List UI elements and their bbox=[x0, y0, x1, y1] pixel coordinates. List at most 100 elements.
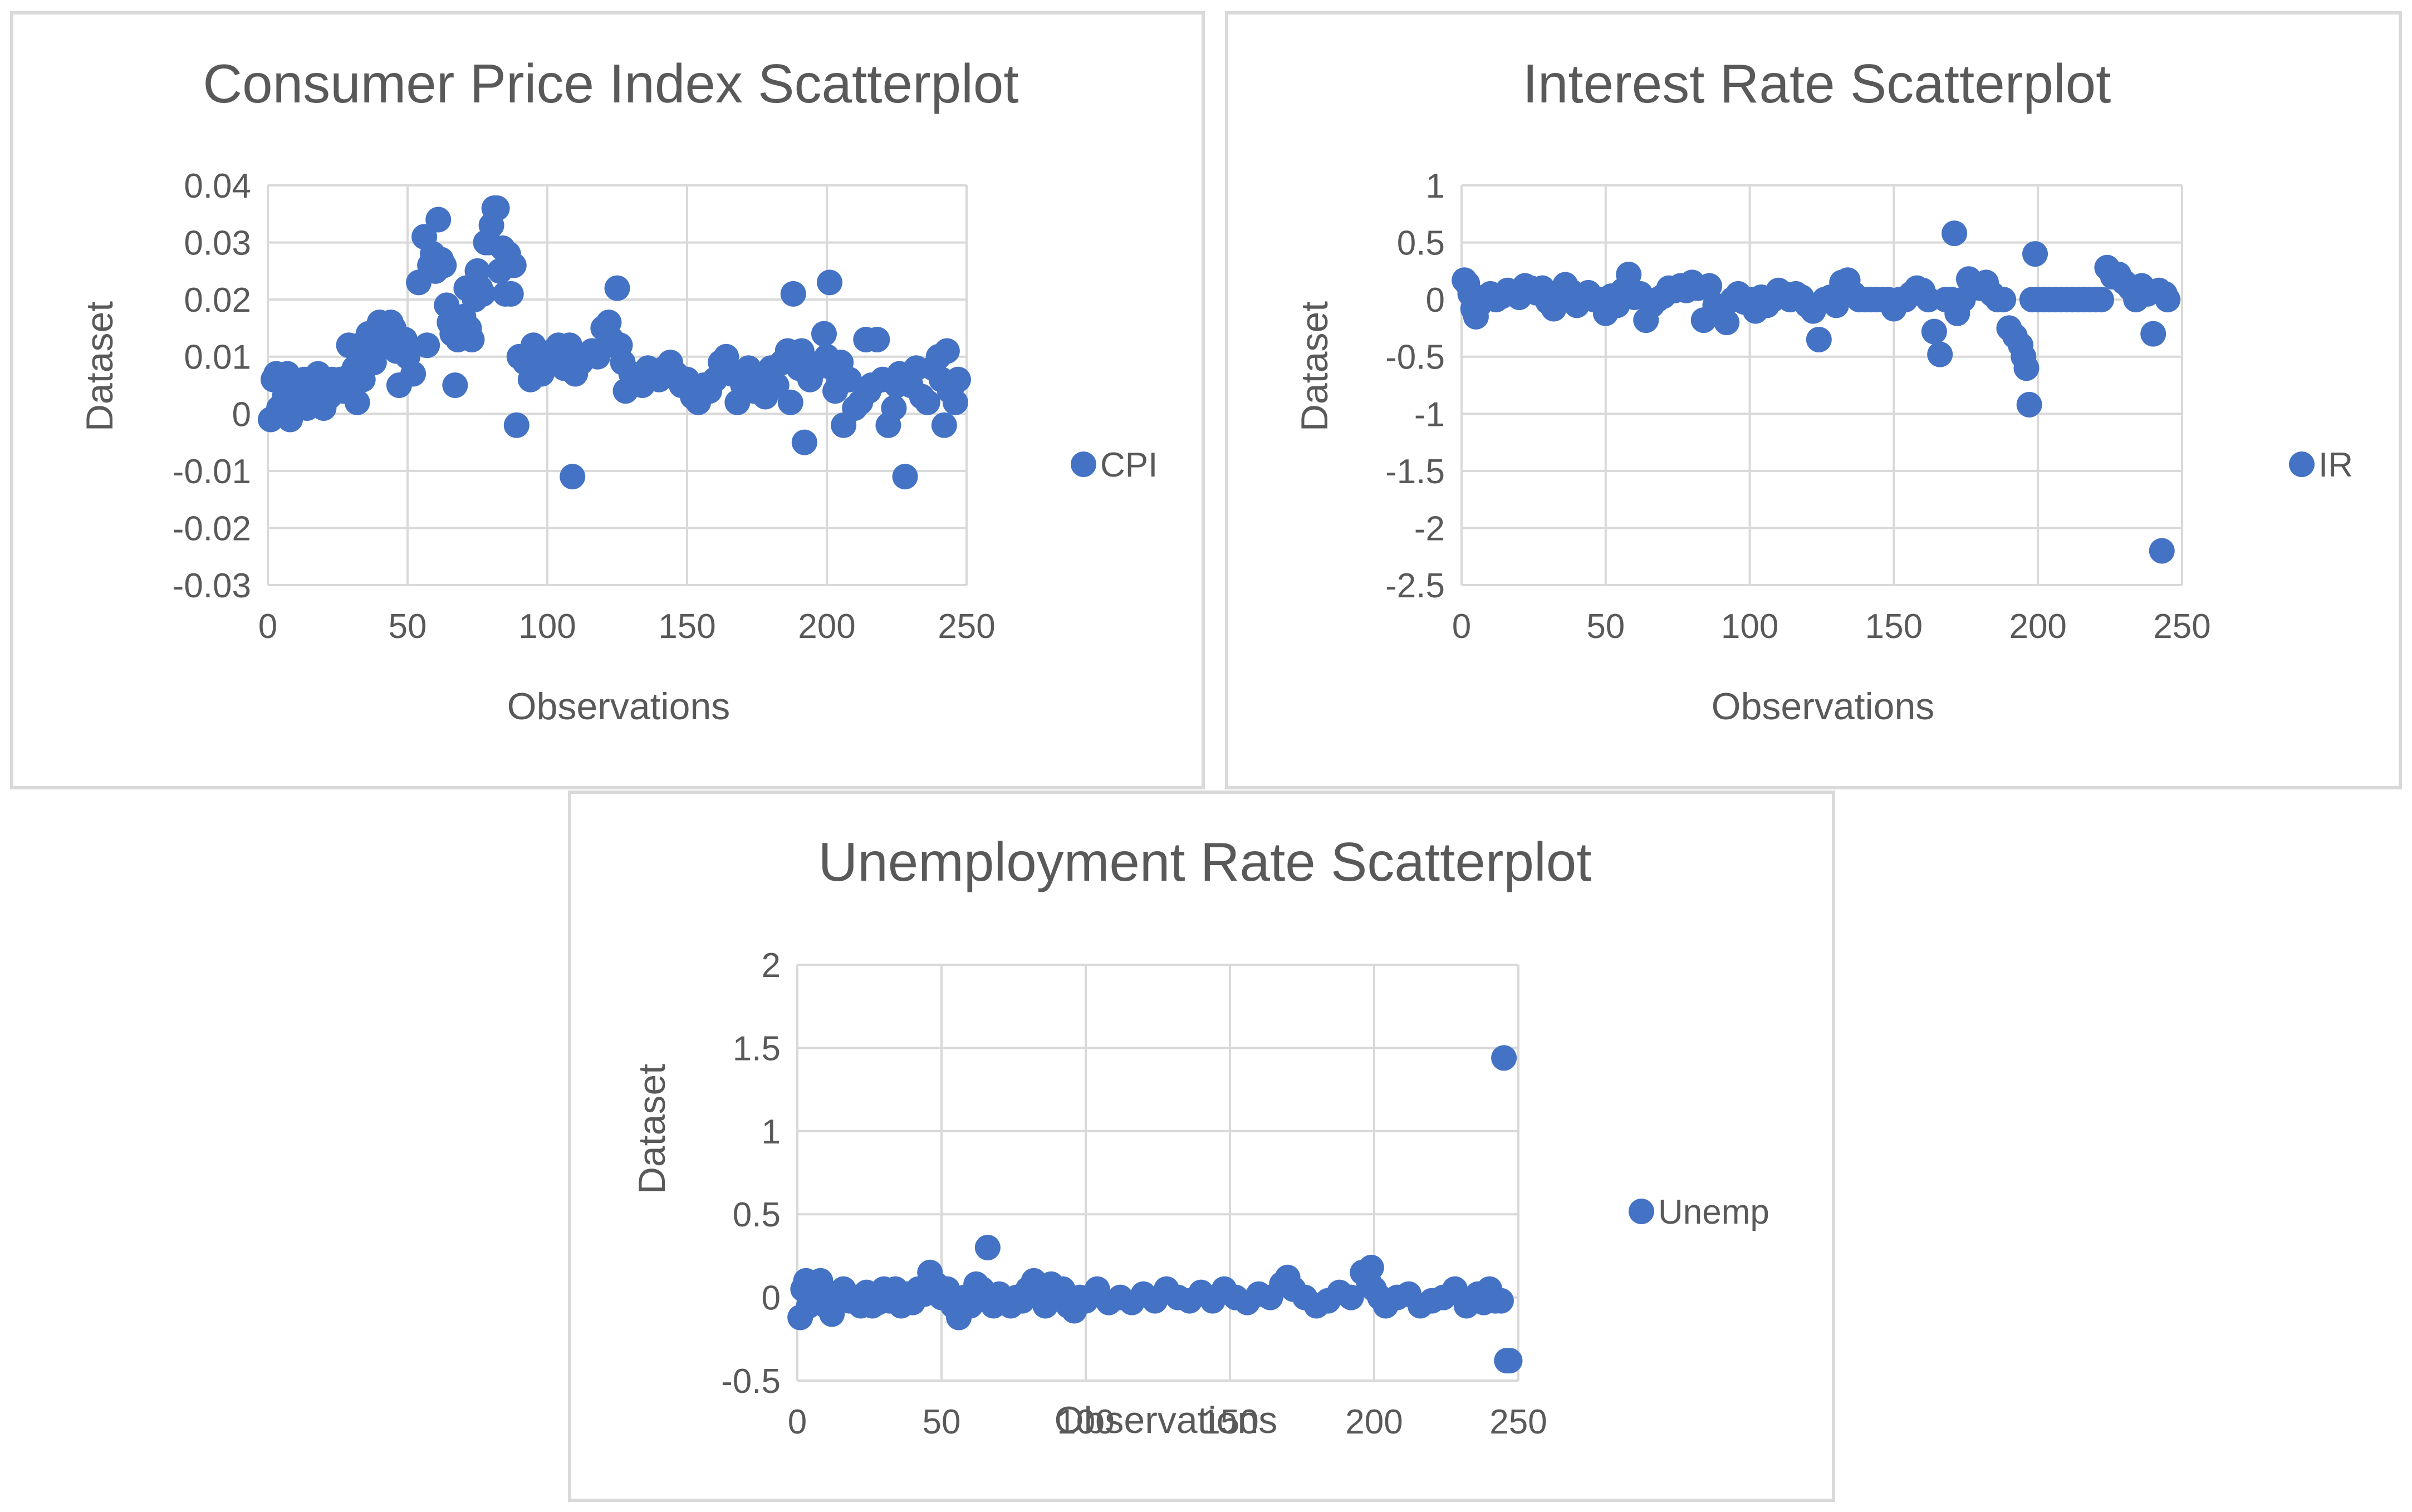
ir-legend: IR bbox=[2289, 446, 2353, 484]
cpi-y-axis-label: Dataset bbox=[79, 301, 121, 431]
ir-data-point bbox=[2089, 287, 2115, 313]
ir-x-tick-label: 200 bbox=[2009, 607, 2066, 646]
unemp-x-tick-label: 0 bbox=[788, 1403, 807, 1441]
cpi-legend: CPI bbox=[1071, 446, 1158, 484]
cpi-data-point bbox=[604, 275, 630, 301]
cpi-x-axis-label: Observations bbox=[507, 685, 731, 728]
ir-y-axis-label: Dataset bbox=[1293, 301, 1336, 431]
cpi-x-tick-label: 100 bbox=[518, 607, 576, 646]
cpi-data-point bbox=[892, 464, 918, 490]
unemp-legend-marker bbox=[1629, 1199, 1654, 1224]
ir-data-point bbox=[1697, 273, 1723, 299]
ir-x-tick-label: 0 bbox=[1452, 607, 1471, 646]
cpi-data-point bbox=[763, 372, 790, 398]
cpi-chart: Consumer Price Index Scatterplot -0.03 -0… bbox=[79, 53, 1158, 728]
cpi-data-point bbox=[777, 389, 803, 415]
cpi-y-tick-label: 0.04 bbox=[184, 167, 251, 205]
ir-y-tick-label: 1 bbox=[1426, 167, 1445, 205]
ir-x-tick-label: 50 bbox=[1586, 607, 1625, 646]
cpi-data-point bbox=[945, 366, 971, 392]
ir-y-tick-label: 0 bbox=[1426, 281, 1445, 320]
unemp-data-point bbox=[1491, 1045, 1517, 1071]
unemp-data-point bbox=[1488, 1288, 1514, 1314]
unemp-data-point bbox=[974, 1234, 1001, 1260]
cpi-data-point bbox=[811, 321, 837, 347]
ir-data-point bbox=[1927, 341, 1953, 367]
unemp-legend: Unemp bbox=[1629, 1193, 1769, 1231]
cpi-data-point bbox=[442, 372, 468, 398]
cpi-chart-panel: Consumer Price Index Scatterplot -0.03 -0… bbox=[10, 11, 1205, 789]
unemp-y-tick-label: 1 bbox=[762, 1113, 781, 1151]
cpi-x-tick-label: 150 bbox=[658, 607, 715, 646]
ir-data-point bbox=[1806, 326, 1832, 352]
ir-y-tick-label: -2.5 bbox=[1385, 567, 1445, 605]
ir-legend-marker bbox=[2289, 451, 2315, 477]
cpi-data-point bbox=[470, 281, 496, 307]
ir-y-tick-label: -0.5 bbox=[1385, 338, 1445, 377]
ir-chart-panel: Interest Rate Scatterplot -2.5 -2 -1.5 -1 -0… bbox=[1225, 11, 2402, 789]
ir-data-point bbox=[2140, 321, 2166, 347]
cpi-x-tick-label: 200 bbox=[798, 607, 855, 646]
cpi-data-point bbox=[934, 338, 960, 364]
ir-chart: Interest Rate Scatterplot -2.5 -2 -1.5 -1 -0… bbox=[1293, 53, 2353, 728]
ir-x-tick-label: 250 bbox=[2153, 607, 2210, 646]
cpi-data-point bbox=[942, 389, 968, 415]
cpi-data-point bbox=[501, 252, 527, 278]
cpi-data-point bbox=[484, 195, 510, 222]
cpi-y-tick-label: -0.03 bbox=[173, 567, 251, 605]
ir-data-point bbox=[2155, 287, 2181, 313]
cpi-x-tick-label: 50 bbox=[389, 607, 427, 646]
cpi-data-point bbox=[560, 464, 586, 490]
cpi-data-point bbox=[498, 281, 524, 307]
ir-data-point bbox=[1714, 310, 1740, 336]
ir-data-point bbox=[2013, 355, 2040, 381]
unemp-y-tick-label: 0.5 bbox=[733, 1196, 781, 1234]
cpi-y-tick-label: 0.01 bbox=[184, 338, 251, 377]
cpi-data-point bbox=[881, 395, 907, 421]
unemp-x-tick-label: 150 bbox=[1201, 1403, 1258, 1441]
cpi-data-point bbox=[914, 389, 940, 415]
unemp-data-point bbox=[1358, 1254, 1384, 1280]
ir-y-tick-label: -2 bbox=[1414, 509, 1445, 548]
unemp-y-tick-label: 0 bbox=[762, 1279, 781, 1318]
unemp-y-tick-label: 1.5 bbox=[733, 1029, 781, 1068]
cpi-y-tick-label: 0 bbox=[232, 395, 251, 434]
cpi-data-point bbox=[459, 326, 485, 352]
ir-y-tick-label: -1.5 bbox=[1385, 453, 1445, 491]
unemp-x-tick-label: 250 bbox=[1489, 1403, 1547, 1441]
ir-y-tick-label: 0.5 bbox=[1397, 224, 1445, 263]
unemp-y-tick-label: 2 bbox=[762, 946, 781, 985]
unemp-y-axis-label: Dataset bbox=[631, 1064, 673, 1194]
unemp-chart-title: Unemployment Rate Scatterplot bbox=[818, 831, 1592, 892]
unemp-x-tick-label: 50 bbox=[923, 1403, 961, 1441]
ir-data-point bbox=[2149, 538, 2175, 564]
ir-data-point bbox=[1991, 287, 2017, 313]
cpi-data-point bbox=[836, 366, 862, 392]
ir-data-point bbox=[1942, 220, 1968, 247]
unemp-legend-label: Unemp bbox=[1658, 1193, 1769, 1231]
ir-data-point bbox=[1616, 262, 1642, 288]
cpi-chart-title: Consumer Price Index Scatterplot bbox=[203, 53, 1018, 114]
cpi-data-point bbox=[817, 269, 843, 296]
unemp-data-point bbox=[1338, 1284, 1364, 1310]
ir-data-point bbox=[2016, 391, 2042, 418]
ir-data-point bbox=[1921, 318, 1947, 345]
cpi-y-tick-label: -0.01 bbox=[173, 453, 251, 491]
cpi-data-point bbox=[791, 429, 817, 455]
cpi-data-point bbox=[864, 326, 890, 352]
cpi-y-tick-label: -0.02 bbox=[173, 509, 251, 548]
cpi-data-point bbox=[425, 207, 452, 233]
cpi-legend-label: CPI bbox=[1100, 446, 1158, 484]
cpi-data-point bbox=[780, 281, 806, 307]
ir-x-tick-label: 150 bbox=[1865, 607, 1923, 646]
unemp-chart: Unemployment Rate Scatterplot -0.500.511… bbox=[631, 831, 1769, 1441]
cpi-data-point bbox=[431, 252, 457, 278]
cpi-data-point bbox=[400, 361, 426, 387]
unemp-x-tick-label: 100 bbox=[1057, 1403, 1114, 1441]
cpi-y-tick-label: 0.02 bbox=[184, 281, 251, 320]
ir-legend-label: IR bbox=[2318, 446, 2353, 484]
ir-x-axis-label: Observations bbox=[1712, 685, 1935, 728]
cpi-y-tick-label: 0.03 bbox=[184, 224, 251, 263]
cpi-data-point bbox=[414, 332, 440, 359]
unemp-x-tick-label: 200 bbox=[1345, 1403, 1403, 1441]
